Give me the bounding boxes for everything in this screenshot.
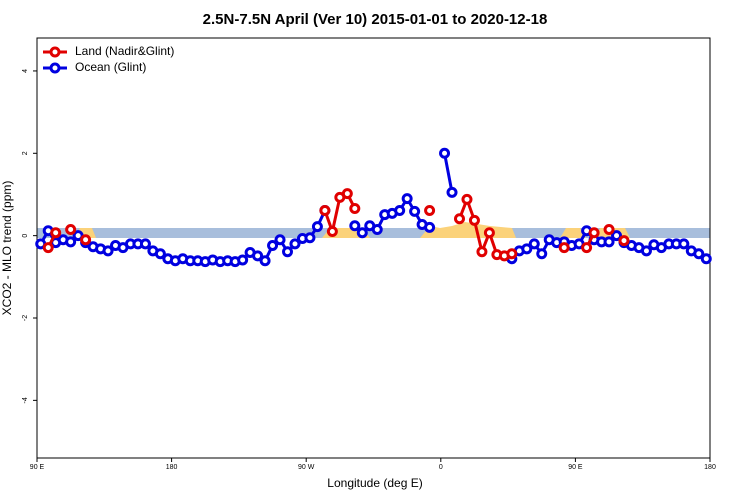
legend-marker [49, 62, 61, 74]
point [371, 223, 383, 235]
point [311, 221, 323, 233]
point [618, 235, 630, 247]
point [65, 236, 77, 248]
x-tick-label: 90 E [568, 464, 583, 471]
point [468, 214, 480, 226]
legend-label: Land (Nadir&Glint) [75, 44, 174, 58]
point [139, 238, 151, 250]
x-tick-label: 180 [704, 464, 716, 471]
x-tick-label: 90 W [298, 464, 315, 471]
point [558, 242, 570, 254]
point [356, 227, 368, 239]
x-tick-label: 180 [166, 464, 178, 471]
point [319, 205, 331, 217]
legend-label: Ocean (Glint) [75, 60, 146, 74]
y-tick-label: -4 [22, 397, 29, 403]
point [640, 245, 652, 257]
x-tick-label: 90 E [30, 464, 45, 471]
x-axis-label: Longitude (deg E) [327, 476, 422, 490]
point [341, 188, 353, 200]
point [424, 221, 436, 233]
point [528, 238, 540, 250]
point [394, 205, 406, 217]
point [603, 236, 615, 248]
point [446, 186, 458, 198]
point [154, 248, 166, 260]
point [237, 254, 249, 266]
plot-frame [36, 37, 711, 459]
point [461, 193, 473, 205]
x-tick-label: 0 [439, 464, 443, 471]
point [349, 220, 361, 232]
point [476, 246, 488, 258]
point [483, 227, 495, 239]
point [326, 226, 338, 238]
point [424, 205, 436, 217]
point [678, 238, 690, 250]
point [267, 240, 279, 252]
point [349, 202, 361, 214]
point [401, 193, 413, 205]
land-patch [560, 228, 586, 238]
y-tick-label: 4 [22, 69, 29, 73]
point [611, 230, 623, 242]
point [50, 227, 62, 239]
point [274, 234, 286, 246]
point [80, 234, 92, 246]
point [409, 205, 421, 217]
chart-title: 2.5N-7.5N April (Ver 10) 2015-01-01 to 2… [203, 11, 548, 28]
point [700, 253, 712, 265]
point [536, 248, 548, 260]
point [521, 243, 533, 255]
point [289, 238, 301, 250]
y-axis-label: XCO2 - MLO trend (ppm) [0, 181, 14, 316]
point [693, 248, 705, 260]
y-tick-label: 2 [22, 151, 29, 155]
point [259, 255, 271, 267]
y-tick-label: 0 [22, 234, 29, 238]
point [603, 223, 615, 235]
point [581, 242, 593, 254]
point [588, 227, 600, 239]
y-tick-label: -2 [22, 315, 29, 321]
point [453, 213, 465, 225]
point [252, 250, 264, 262]
point [282, 246, 294, 258]
legend-marker [49, 46, 61, 58]
point [304, 232, 316, 244]
point [42, 242, 54, 254]
point [65, 223, 77, 235]
point [506, 248, 518, 260]
point [102, 245, 114, 257]
point [439, 147, 451, 159]
